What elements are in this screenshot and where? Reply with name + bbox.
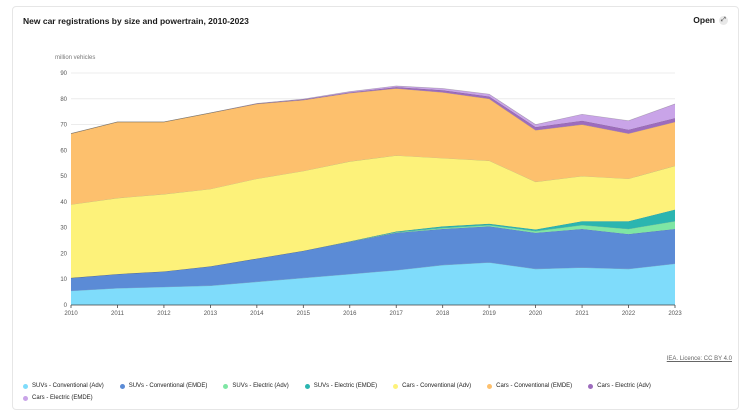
legend-item[interactable]: Cars - Conventional (Adv) [393, 383, 471, 389]
area-series-edge-8 [70, 85, 676, 134]
legend-item[interactable]: SUVs - Electric (Adv) [223, 383, 289, 389]
legend-label: Cars - Conventional (Adv) [402, 383, 472, 389]
legend-dot-icon [23, 395, 28, 401]
x-tick-label: 2012 [157, 311, 171, 317]
legend-dot-icon [223, 383, 229, 389]
chart-title: New car registrations by size and powert… [23, 16, 249, 26]
legend-label: Cars - Electric (Adv) [597, 383, 651, 389]
y-unit-label: million vehicles [55, 55, 95, 61]
x-tick-label: 2014 [250, 311, 264, 317]
area-series-edge-3 [70, 220, 676, 279]
legend-item[interactable]: SUVs - Conventional (Adv) [23, 383, 104, 389]
legend-dot-icon [393, 383, 399, 389]
legend-dot-icon [487, 383, 493, 389]
legend-label: Cars - Conventional (EMDE) [496, 383, 573, 389]
area-series-edge-6 [70, 88, 676, 134]
licence-link[interactable]: IEA. Licence: CC BY 4.0 [666, 356, 732, 362]
chart-legend: SUVs - Conventional (Adv) SUVs - Conventi… [23, 383, 723, 401]
legend-label: SUVs - Electric (EMDE) [313, 383, 378, 389]
x-tick-label: 2021 [575, 311, 589, 317]
x-tick-label: 2020 [529, 311, 543, 317]
expand-icon: ⤢ [719, 15, 728, 25]
x-tick-label: 2013 [204, 311, 218, 317]
x-tick-label: 2017 [390, 311, 404, 317]
legend-label: SUVs - Conventional (EMDE) [128, 383, 208, 389]
y-tick-label: 20 [60, 251, 67, 257]
y-tick-label: 70 [60, 123, 67, 129]
legend-dot-icon [304, 383, 310, 389]
x-tick-label: 2019 [482, 311, 496, 317]
legend-dot-icon [119, 383, 125, 389]
legend-label: Cars - Electric (EMDE) [32, 395, 93, 401]
y-tick-label: 30 [60, 226, 67, 232]
x-tick-label: 2010 [64, 311, 78, 317]
legend-label: SUVs - Conventional (Adv) [32, 383, 104, 389]
legend-dot-icon [588, 383, 594, 389]
x-tick-label: 2016 [343, 311, 357, 317]
y-tick-label: 60 [60, 148, 67, 154]
y-tick-label: 80 [60, 97, 67, 103]
x-tick-label: 2023 [668, 311, 682, 317]
open-button[interactable]: Open ⤢ [693, 15, 728, 25]
legend-item[interactable]: SUVs - Conventional (EMDE) [119, 383, 208, 389]
x-tick-label: 2022 [622, 311, 636, 317]
legend-item[interactable]: Cars - Conventional (EMDE) [487, 383, 572, 389]
area-series-7 [71, 87, 675, 134]
y-tick-label: 10 [60, 277, 67, 283]
legend-item[interactable]: Cars - Electric (EMDE) [23, 395, 93, 401]
x-tick-label: 2018 [436, 311, 450, 317]
x-tick-label: 2011 [111, 311, 125, 317]
legend-label: SUVs - Electric (Adv) [232, 383, 289, 389]
open-label: Open [693, 15, 715, 25]
y-tick-label: 0 [64, 303, 68, 309]
x-tick-label: 2015 [297, 311, 311, 317]
area-series-2 [71, 226, 675, 291]
y-tick-label: 40 [60, 200, 67, 206]
area-series-1 [71, 262, 675, 305]
y-tick-label: 50 [60, 174, 67, 180]
area-series-5 [71, 155, 675, 278]
legend-item[interactable]: Cars - Electric (Adv) [588, 383, 651, 389]
y-tick-label: 90 [60, 71, 67, 77]
legend-dot-icon [23, 383, 28, 389]
area-chart: million vehicles 0 10 20 30 40 50 60 70 80 90 2010 2… [55, 55, 682, 317]
legend-item[interactable]: SUVs - Electric (EMDE) [304, 383, 378, 389]
chart-card: New car registrations by size and powert… [12, 6, 739, 410]
area-series-6 [71, 88, 675, 205]
